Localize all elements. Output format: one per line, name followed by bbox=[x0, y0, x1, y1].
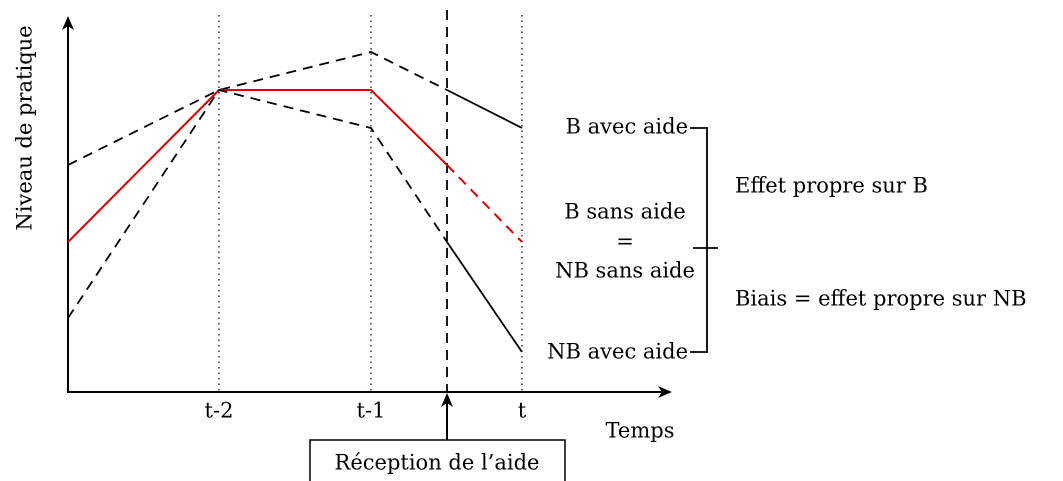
trajectories bbox=[67, 51, 523, 353]
label: = bbox=[616, 230, 634, 254]
x-axis-label: Temps bbox=[606, 419, 675, 443]
label: B avec aide bbox=[566, 115, 688, 139]
bracket-label: Biais = effet propre sur NB bbox=[735, 287, 1027, 311]
event-label: Réception de l’aide bbox=[335, 451, 540, 475]
event-box bbox=[309, 439, 566, 481]
bracket bbox=[690, 127, 718, 353]
x-tick-label: t bbox=[518, 399, 527, 423]
guides bbox=[218, 10, 523, 392]
x-tick-label: t-1 bbox=[357, 399, 386, 423]
bracket-label: Effet propre sur B bbox=[735, 174, 928, 198]
x-tick-label: t-2 bbox=[205, 399, 234, 423]
label: NB sans aide bbox=[555, 259, 695, 283]
y-axis-label: Niveau de pratique bbox=[13, 25, 37, 230]
label: NB avec aide bbox=[547, 340, 688, 364]
label: B sans aide bbox=[564, 200, 686, 224]
